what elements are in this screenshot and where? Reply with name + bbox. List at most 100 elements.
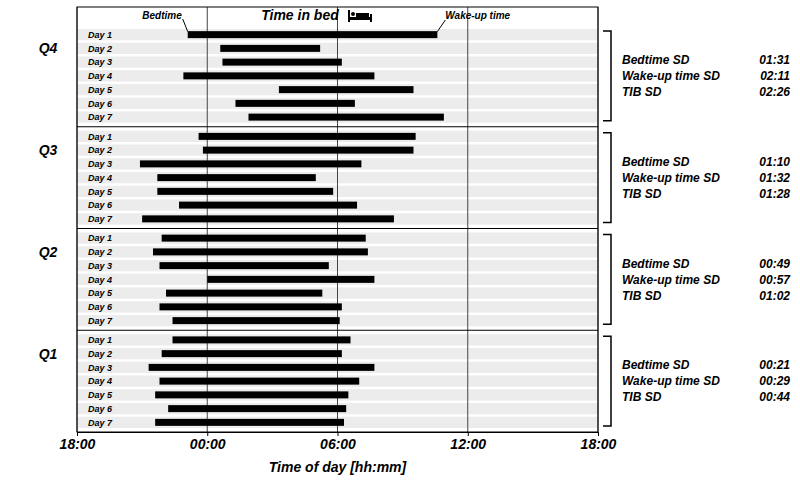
bed-icon-part [356,13,369,17]
time-in-bed-bar [199,133,416,140]
stat-value: 00:21 [759,358,790,372]
time-in-bed-bar [157,174,315,181]
time-in-bed-bar [203,147,414,154]
day-label: Day 3 [88,159,112,169]
day-label: Day 1 [88,30,112,40]
tick-label: 12:00 [450,436,486,452]
tick: 18:00 [581,432,617,452]
time-in-bed-bar [207,276,374,283]
time-in-bed-bar [179,202,357,209]
stat-label: Bedtime SD [622,257,690,271]
panel-label: Q4 [39,40,58,56]
day-label: Day 5 [88,187,113,197]
labels: Day 1 Day 2 Day 3 Day 4 Day 5 Day 6 Day 7 Q4 Bed… [39,30,792,428]
bed-icon-part [351,12,355,16]
bed-icon [348,10,372,22]
bed-icon-part [348,10,350,22]
chart: Day 1 Day 2 Day 3 Day 4 Day 5 Day 6 Day 7 Q4 Bed… [0,0,800,480]
stat-label: TIB SD [622,289,662,303]
time-in-bed-bar [235,100,354,107]
day-label: Day 1 [88,233,112,243]
tick: 00:00 [190,432,226,452]
day-label: Day 5 [88,85,113,95]
x-axis: 18:00 00:00 06:00 12:00 18:00 [60,432,617,452]
stat-value: 01:10 [759,155,790,169]
tick: 12:00 [450,432,486,452]
time-in-bed-bar [157,188,333,195]
time-in-bed-bar [159,303,341,310]
panel-divider [77,126,598,127]
day-label: Day 2 [88,247,112,257]
day-label: Day 2 [88,44,112,54]
day-label: Day 2 [88,145,112,155]
time-in-bed-bar [159,378,359,385]
stat-value: 02:11 [760,69,790,83]
day-label: Day 4 [88,173,112,183]
annotations: Bedtime Time in bed Wake-up time [142,7,510,32]
day-label: Day 4 [88,376,112,386]
stat-value: 00:49 [759,257,790,271]
time-in-bed-bar [222,59,341,66]
time-in-bed-bar [155,391,348,398]
time-in-bed-bar [162,235,366,242]
panel-label: Q2 [39,244,58,260]
bracket [603,133,611,223]
stat-label: TIB SD [622,390,662,404]
bracket [603,336,611,426]
stat-value: 00:29 [759,374,790,388]
day-label: Day 6 [88,404,113,414]
time-in-bed-bar [162,350,342,357]
day-label: Day 6 [88,200,113,210]
time-in-bed-bar [155,419,344,426]
stat-value: 01:32 [759,171,790,185]
stat-value: 01:02 [759,289,790,303]
stat-value: 02:26 [759,85,790,99]
day-label: Day 1 [88,132,112,142]
stat-label: Wake-up time SD [622,273,720,287]
stat-label: Bedtime SD [622,358,690,372]
stat-value: 01:31 [759,53,790,67]
annotation: Wake-up time [445,10,510,21]
time-in-bed-bar [140,160,361,167]
time-in-bed-bar [183,72,374,79]
panel-label: Q1 [39,346,58,362]
time-in-bed-bar [173,317,340,324]
tick-label: 00:00 [190,436,226,452]
annotation: Bedtime [142,10,182,21]
time-in-bed-bar [248,114,443,121]
time-in-bed-bar [166,290,322,297]
panel-divider [77,228,598,229]
stat-label: Wake-up time SD [622,171,720,185]
day-label: Day 5 [88,288,113,298]
grid-line [467,7,468,432]
stat-label: TIB SD [622,85,662,99]
stat-value: 00:44 [759,390,790,404]
stat-label: Wake-up time SD [622,374,720,388]
stat-label: Bedtime SD [622,53,690,67]
tick-label: 06:00 [320,436,356,452]
bed-icon-part [370,14,372,22]
plot-frame [77,7,598,432]
day-label: Day 5 [88,390,113,400]
tick-label: 18:00 [60,436,96,452]
bracket [603,31,611,121]
tick-label: 18:00 [581,436,617,452]
day-label: Day 3 [88,363,112,373]
annotation-arrow [183,19,188,32]
day-label: Day 7 [88,112,113,122]
grid [77,7,598,432]
stat-value: 01:28 [759,187,790,201]
tick: 18:00 [60,432,96,452]
day-label: Day 4 [88,71,112,81]
annotation-arrow [437,20,445,32]
stat-value: 00:57 [759,273,791,287]
tick: 06:00 [320,432,356,452]
bed-icon-part [348,17,372,20]
day-label: Day 2 [88,349,112,359]
day-label: Day 7 [88,214,113,224]
day-label: Day 6 [88,99,113,109]
time-in-bed-bar [142,215,394,222]
day-label: Day 7 [88,316,113,326]
annotation: Time in bed [261,7,339,23]
time-in-bed-bar [168,405,346,412]
